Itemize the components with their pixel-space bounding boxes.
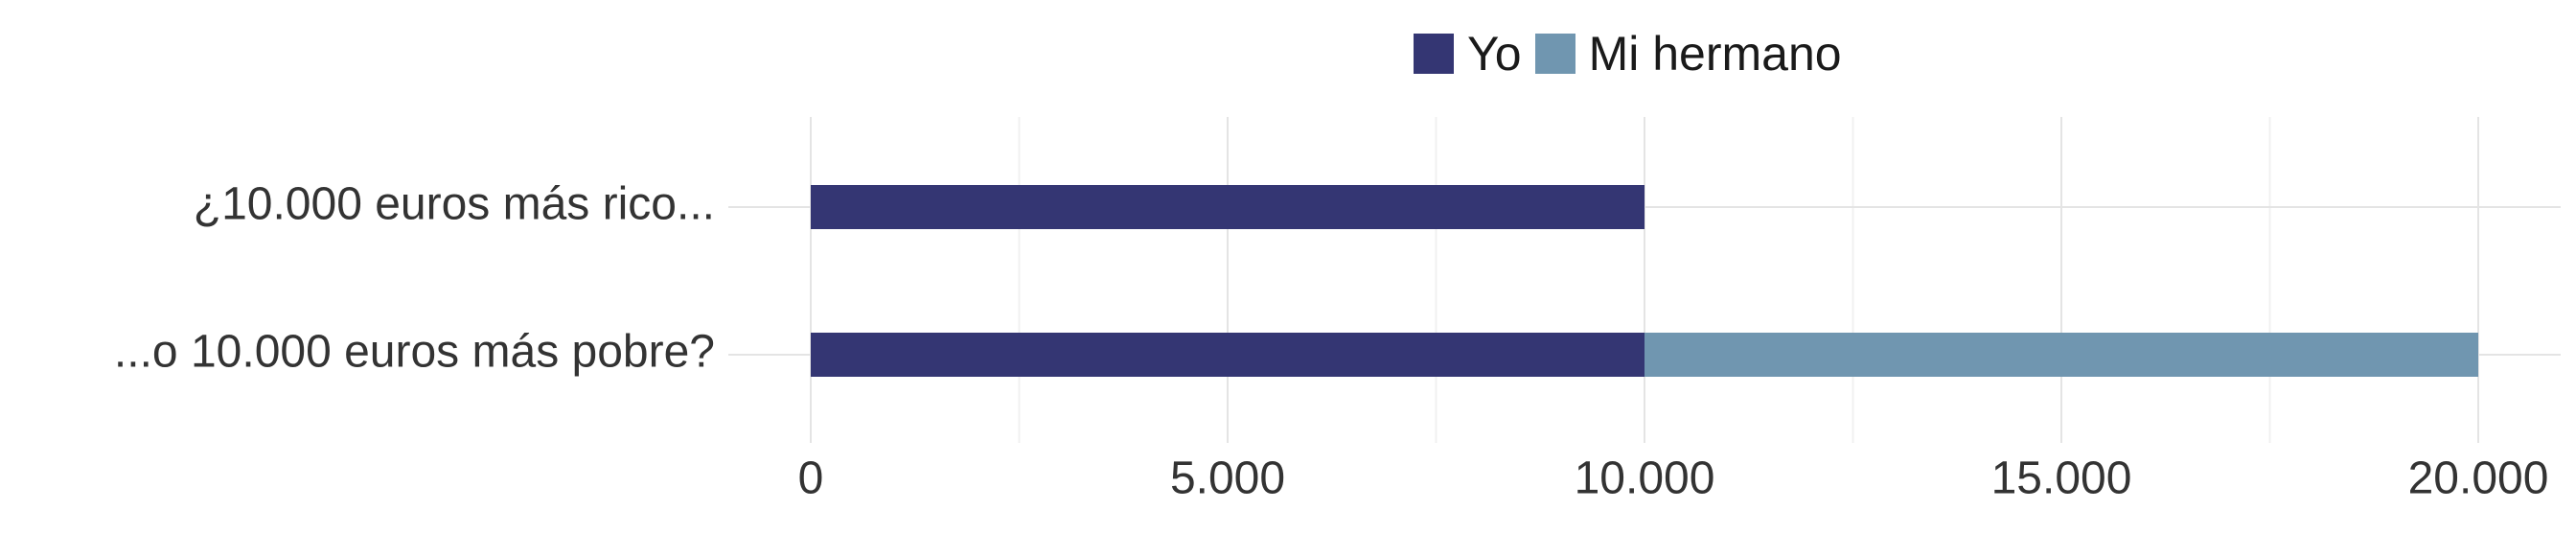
bar-yo-row-2 — [811, 333, 1644, 377]
legend-label-yo: Yo — [1467, 27, 1522, 81]
legend-swatch-yo — [1414, 34, 1454, 74]
x-tick-label: 5.000 — [1170, 453, 1285, 504]
x-tick-label: 10.000 — [1575, 453, 1715, 504]
category-label: ...o 10.000 euros más pobre? — [114, 327, 715, 378]
bar-mi-hermano-row-2 — [1644, 333, 2478, 377]
legend-swatch-mi-hermano — [1534, 34, 1576, 74]
bar-yo-row-1 — [811, 185, 1644, 229]
legend-item-yo: Yo — [1414, 26, 1522, 81]
legend: Yo Mi hermano — [1414, 23, 1855, 84]
legend-label-mi-hermano: Mi hermano — [1588, 27, 1842, 81]
x-tick-label: 15.000 — [1991, 453, 2132, 504]
x-tick-label: 20.000 — [2408, 453, 2549, 504]
x-tick-label: 0 — [798, 453, 824, 504]
category-label: ¿10.000 euros más rico... — [194, 179, 715, 230]
legend-item-mi-hermano: Mi hermano — [1534, 26, 1842, 81]
